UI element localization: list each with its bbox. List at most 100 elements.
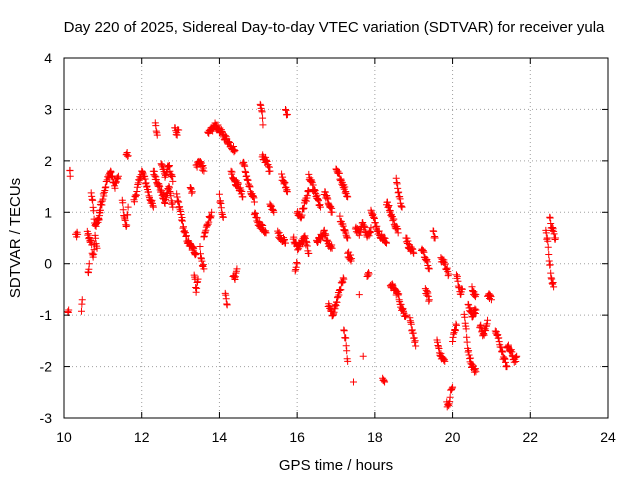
data-point [344, 193, 352, 201]
data-point [472, 291, 480, 299]
data-point [175, 126, 183, 134]
data-point [321, 188, 329, 196]
data-point [395, 290, 403, 298]
data-point [283, 111, 291, 119]
data-point [381, 378, 389, 386]
data-point [472, 368, 480, 376]
y-tick-label: -3 [40, 410, 53, 426]
data-point [188, 188, 196, 196]
y-tick-labels: -3 -2 -1 0 1 2 3 4 [40, 50, 53, 426]
x-tick-label: 16 [289, 429, 305, 445]
data-point [472, 306, 480, 314]
data-point [397, 300, 405, 308]
x-tick-label: 20 [445, 429, 461, 445]
data-points [64, 100, 560, 411]
data-point [412, 342, 420, 350]
data-point [544, 243, 552, 251]
data-point [77, 307, 85, 315]
data-point [90, 207, 98, 215]
data-point [487, 296, 495, 304]
data-point [441, 357, 449, 365]
data-point [266, 167, 274, 175]
data-point [88, 241, 96, 249]
data-point [461, 313, 469, 321]
data-point [546, 261, 554, 269]
data-point [359, 352, 367, 360]
data-point [124, 152, 132, 160]
data-point [365, 270, 373, 278]
data-point [458, 285, 466, 293]
data-point [78, 296, 86, 304]
data-point [340, 275, 348, 283]
data-point [410, 249, 418, 257]
data-point [124, 203, 132, 211]
data-point [398, 203, 406, 211]
data-point [337, 286, 345, 294]
chart-title: Day 220 of 2025, Sidereal Day-to-day VTE… [64, 19, 605, 36]
data-point [342, 334, 350, 342]
data-point [328, 244, 336, 252]
axis-ticks [63, 57, 609, 419]
data-point [430, 227, 438, 235]
data-point [114, 172, 122, 180]
data-point [66, 172, 74, 180]
data-point [283, 188, 291, 196]
y-tick-label: 3 [44, 101, 52, 117]
data-point [394, 229, 402, 237]
data-point [425, 265, 433, 273]
data-point [383, 239, 391, 247]
data-point [281, 239, 289, 247]
plot-frame [63, 57, 609, 419]
data-point [347, 251, 355, 259]
data-point [402, 311, 410, 319]
data-point [343, 347, 351, 355]
data-point [544, 237, 552, 245]
data-point [449, 383, 457, 391]
data-point [233, 265, 241, 273]
data-point [462, 325, 470, 333]
data-point [446, 393, 454, 401]
data-point [262, 229, 270, 237]
data-point [239, 193, 247, 201]
data-point [542, 229, 550, 237]
data-point [367, 224, 375, 232]
data-point [316, 203, 324, 211]
y-tick-label: 2 [44, 153, 52, 169]
data-point [149, 203, 157, 211]
data-point [278, 170, 286, 178]
data-point [200, 167, 208, 175]
data-point [340, 327, 348, 335]
data-point [425, 296, 433, 304]
x-tick-label: 18 [367, 429, 383, 445]
x-tick-label: 12 [134, 429, 150, 445]
data-point [552, 234, 560, 242]
data-point [503, 363, 511, 371]
data-point [431, 234, 439, 242]
data-point [499, 348, 507, 356]
data-point [309, 181, 317, 189]
data-point [196, 242, 204, 250]
data-point [259, 114, 267, 122]
data-point [123, 221, 131, 229]
data-point [545, 250, 553, 258]
y-tick-label: 4 [44, 50, 52, 66]
data-point [407, 320, 415, 328]
data-point [208, 208, 216, 216]
data-point [328, 208, 336, 216]
data-point [550, 283, 558, 291]
y-axis-label: SDTVAR / TECUs [7, 178, 24, 298]
x-tick-label: 10 [56, 429, 72, 445]
data-point [348, 255, 356, 263]
data-point [231, 147, 239, 155]
data-point [200, 265, 208, 273]
y-tick-label: 1 [44, 204, 52, 220]
grid [64, 58, 608, 418]
data-point [298, 211, 306, 219]
data-point [124, 211, 132, 219]
data-point [153, 131, 161, 139]
data-point [119, 199, 127, 207]
data-point [215, 190, 223, 198]
x-tick-label: 22 [522, 429, 538, 445]
data-point [270, 208, 278, 216]
